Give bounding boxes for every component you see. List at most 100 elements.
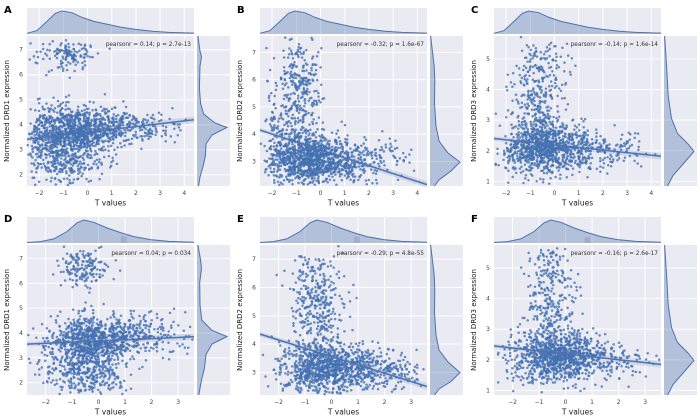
x-tick-label: 4 — [182, 190, 186, 197]
y-axis-label: Normalized DRD3 expression — [470, 269, 478, 371]
y-tick-label: 4 — [486, 87, 490, 94]
x-tick-label: 2 — [616, 398, 620, 405]
top-kde-curve — [260, 218, 428, 243]
panel-a-chart: −2 −1 0 1 2 3 4 2 3 4 5 6 7 T values Normalized DRD1 e… — [3, 5, 230, 207]
x-axis-label: T values — [561, 198, 593, 207]
x-tick-label: −2 — [274, 398, 283, 405]
right-kde-curve — [197, 244, 229, 395]
regression-line — [26, 119, 195, 140]
right-kde-fill — [196, 36, 227, 186]
y-axis-label: Normalized DRD3 expression — [470, 60, 478, 162]
top-kde-fill — [493, 11, 661, 35]
x-axis-label: T values — [94, 407, 126, 416]
panel-c-chart: −2 −1 0 1 2 3 4 1 2 3 4 5 T values Normalized DRD3 ex… — [470, 5, 697, 207]
right-kde-curve — [197, 35, 229, 187]
top-kde-curve — [26, 10, 195, 34]
y-tick-label: 6 — [19, 72, 23, 79]
x-tick-label: 0 — [552, 190, 556, 197]
top-kde-fill — [260, 11, 428, 35]
y-tick-label: 7 — [253, 49, 257, 56]
y-tick-label: 5 — [19, 97, 23, 104]
right-kde-fill — [430, 36, 461, 186]
top-kde-curve — [493, 218, 661, 243]
regression-line — [26, 335, 195, 345]
y-tick-label: 4 — [486, 295, 490, 302]
y-tick-label: 3 — [253, 369, 257, 376]
scatter-points — [262, 244, 426, 395]
x-tick-label: 1 — [357, 398, 361, 405]
y-axis-label: Normalized DRD1 expression — [3, 60, 11, 162]
panel-e-chart: −2 −1 0 1 2 3 3 4 5 6 7 T values Normalized DRD2 exp… — [236, 214, 464, 416]
panel-letter: E — [237, 214, 244, 225]
top-kde-fill — [26, 11, 194, 35]
top-kde-curve — [26, 218, 195, 243]
x-tick-label: 3 — [410, 398, 414, 405]
panel-letter: D — [4, 214, 12, 225]
y-tick-label: 7 — [19, 47, 23, 54]
top-kde-curve — [260, 10, 428, 34]
y-tick-label: 6 — [253, 77, 257, 84]
y-tick-label: 5 — [253, 104, 257, 111]
y-tick-label: 4 — [19, 330, 23, 337]
axes-background — [26, 8, 194, 35]
panel-d-chart: −2 −1 0 1 2 3 2 3 4 5 6 7 T values Normalized DRD1 ex… — [3, 214, 230, 416]
panel-f-chart: −2 −1 0 1 2 3 1 2 3 4 5 T values Normalized DRD3 exp… — [470, 214, 697, 416]
x-tick-label: 1 — [110, 190, 114, 197]
regression-line — [493, 344, 661, 365]
panel-letter: C — [471, 5, 478, 16]
pearson-annotation: pearsonr = 0.14; p = 2.7e-13 — [106, 42, 192, 48]
pearson-annotation: pearsonr = -0.16; p = 2.6e-17 — [570, 251, 658, 257]
panel-d: −2 −1 0 1 2 3 2 3 4 5 6 7 T values Normalized DRD1 ex… — [0, 209, 233, 417]
axes-background — [663, 244, 697, 395]
x-tick-label: 4 — [649, 190, 653, 197]
top-hist-bar — [584, 236, 591, 243]
x-tick-label: 2 — [134, 190, 138, 197]
x-tick-label: 3 — [392, 190, 396, 197]
y-tick-label: 3 — [19, 354, 23, 361]
panel-f: −2 −1 0 1 2 3 1 2 3 4 5 T values Normalized DRD3 exp… — [467, 209, 700, 417]
y-tick-label: 3 — [486, 117, 490, 124]
panel-e: −2 −1 0 1 2 3 3 4 5 6 7 T values Normalized DRD2 exp… — [233, 209, 466, 417]
x-tick-label: −1 — [301, 398, 310, 405]
x-tick-label: −1 — [292, 190, 301, 197]
axes-background — [260, 8, 428, 35]
x-tick-label: −2 — [268, 190, 277, 197]
axes-background — [430, 36, 464, 186]
x-tick-label: 2 — [601, 190, 605, 197]
x-tick-label: 1 — [343, 190, 347, 197]
top-kde-fill — [26, 219, 194, 243]
pearson-annotation: pearsonr = -0.32; p = 1.6e-67 — [337, 42, 425, 48]
x-tick-label: 0 — [330, 398, 334, 405]
right-kde-fill — [663, 244, 694, 395]
regression-line — [493, 137, 661, 158]
axes-background — [196, 36, 230, 186]
right-kde-fill — [430, 244, 461, 395]
x-tick-label: −1 — [59, 190, 68, 197]
x-tick-label: −2 — [508, 398, 517, 405]
y-axis-label: Normalized DRD1 expression — [3, 269, 11, 371]
axes-background — [493, 216, 661, 243]
x-tick-label: −1 — [68, 398, 77, 405]
axes-background — [260, 216, 428, 243]
axes-background — [430, 244, 464, 395]
y-tick-label: 2 — [19, 172, 23, 179]
x-tick-label: 2 — [383, 398, 387, 405]
x-tick-label: 0 — [319, 190, 323, 197]
panel-b: −2 −1 0 1 2 3 4 3 4 5 6 7 T values Normalized DRD2 ex… — [233, 0, 466, 209]
scatter-points — [27, 244, 194, 395]
x-tick-label: −2 — [35, 190, 44, 197]
pearson-annotation: pearsonr = -0.14; p = 1.6e-14 — [570, 42, 658, 48]
panel-c: −2 −1 0 1 2 3 4 1 2 3 4 5 T values Normalized DRD3 ex… — [467, 0, 700, 209]
y-tick-label: 2 — [486, 148, 490, 155]
pearson-annotation: pearsonr = -0.29; p = 4.8e-55 — [337, 251, 425, 257]
right-kde-fill — [663, 36, 694, 186]
x-tick-label: 4 — [416, 190, 420, 197]
x-tick-label: 1 — [590, 398, 594, 405]
y-tick-label: 3 — [253, 158, 257, 165]
x-tick-label: −1 — [526, 190, 535, 197]
axes-background — [493, 8, 661, 35]
y-axis-label: Normalized DRD2 expression — [236, 60, 244, 162]
x-axis-label: T values — [327, 198, 359, 207]
y-axis-label: Normalized DRD2 expression — [236, 269, 244, 371]
x-tick-label: 1 — [576, 190, 580, 197]
